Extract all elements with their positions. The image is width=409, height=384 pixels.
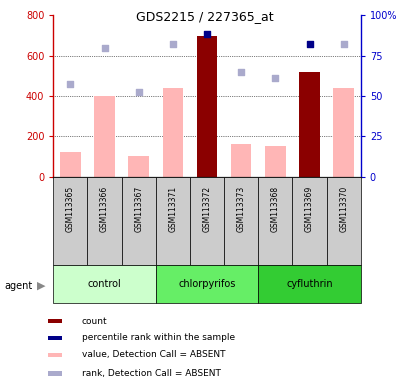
Text: count: count (81, 316, 107, 326)
Bar (48, 353, 61, 357)
Text: GDS2215 / 227365_at: GDS2215 / 227365_at (136, 10, 273, 23)
Point (306, 41, 312, 47)
Point (237, 69, 244, 75)
FancyBboxPatch shape (53, 177, 87, 265)
FancyBboxPatch shape (155, 177, 189, 265)
Bar (48, 371, 61, 376)
Text: GSM113368: GSM113368 (270, 185, 279, 232)
Text: GSM113367: GSM113367 (134, 185, 143, 232)
Bar (48, 336, 61, 340)
Point (169, 41, 176, 47)
Text: GSM113366: GSM113366 (100, 185, 109, 232)
Text: control: control (88, 279, 121, 289)
Text: chlorpyrifos: chlorpyrifos (178, 279, 235, 289)
Bar (230, 144, 251, 177)
Text: GSM113369: GSM113369 (304, 185, 313, 232)
Text: rank, Detection Call = ABSENT: rank, Detection Call = ABSENT (81, 369, 220, 378)
Text: agent: agent (4, 281, 32, 291)
FancyBboxPatch shape (258, 177, 292, 265)
Point (135, 89, 142, 95)
Bar (128, 157, 148, 177)
Point (67, 81, 74, 87)
Text: GSM113371: GSM113371 (168, 185, 177, 232)
FancyBboxPatch shape (53, 265, 155, 303)
Bar (60, 152, 81, 177)
FancyBboxPatch shape (326, 177, 360, 265)
Text: ▶: ▶ (37, 281, 45, 291)
Point (339, 41, 346, 47)
FancyBboxPatch shape (155, 265, 258, 303)
FancyBboxPatch shape (189, 177, 224, 265)
Text: cyfluthrin: cyfluthrin (285, 279, 332, 289)
Bar (333, 88, 353, 177)
Bar (196, 36, 217, 177)
Text: GSM113373: GSM113373 (236, 185, 245, 232)
Text: GSM113372: GSM113372 (202, 185, 211, 232)
Text: GSM113365: GSM113365 (66, 185, 75, 232)
Point (203, 30, 210, 36)
FancyBboxPatch shape (258, 265, 360, 303)
Bar (265, 146, 285, 177)
FancyBboxPatch shape (292, 177, 326, 265)
Bar (299, 72, 319, 177)
FancyBboxPatch shape (121, 177, 155, 265)
Bar (48, 319, 61, 323)
Bar (162, 88, 183, 177)
Point (272, 75, 278, 81)
FancyBboxPatch shape (224, 177, 258, 265)
Text: percentile rank within the sample: percentile rank within the sample (81, 333, 234, 343)
Text: GSM113370: GSM113370 (338, 185, 347, 232)
Point (101, 45, 108, 51)
Text: value, Detection Call = ABSENT: value, Detection Call = ABSENT (81, 350, 225, 359)
Bar (94, 96, 115, 177)
FancyBboxPatch shape (87, 177, 121, 265)
